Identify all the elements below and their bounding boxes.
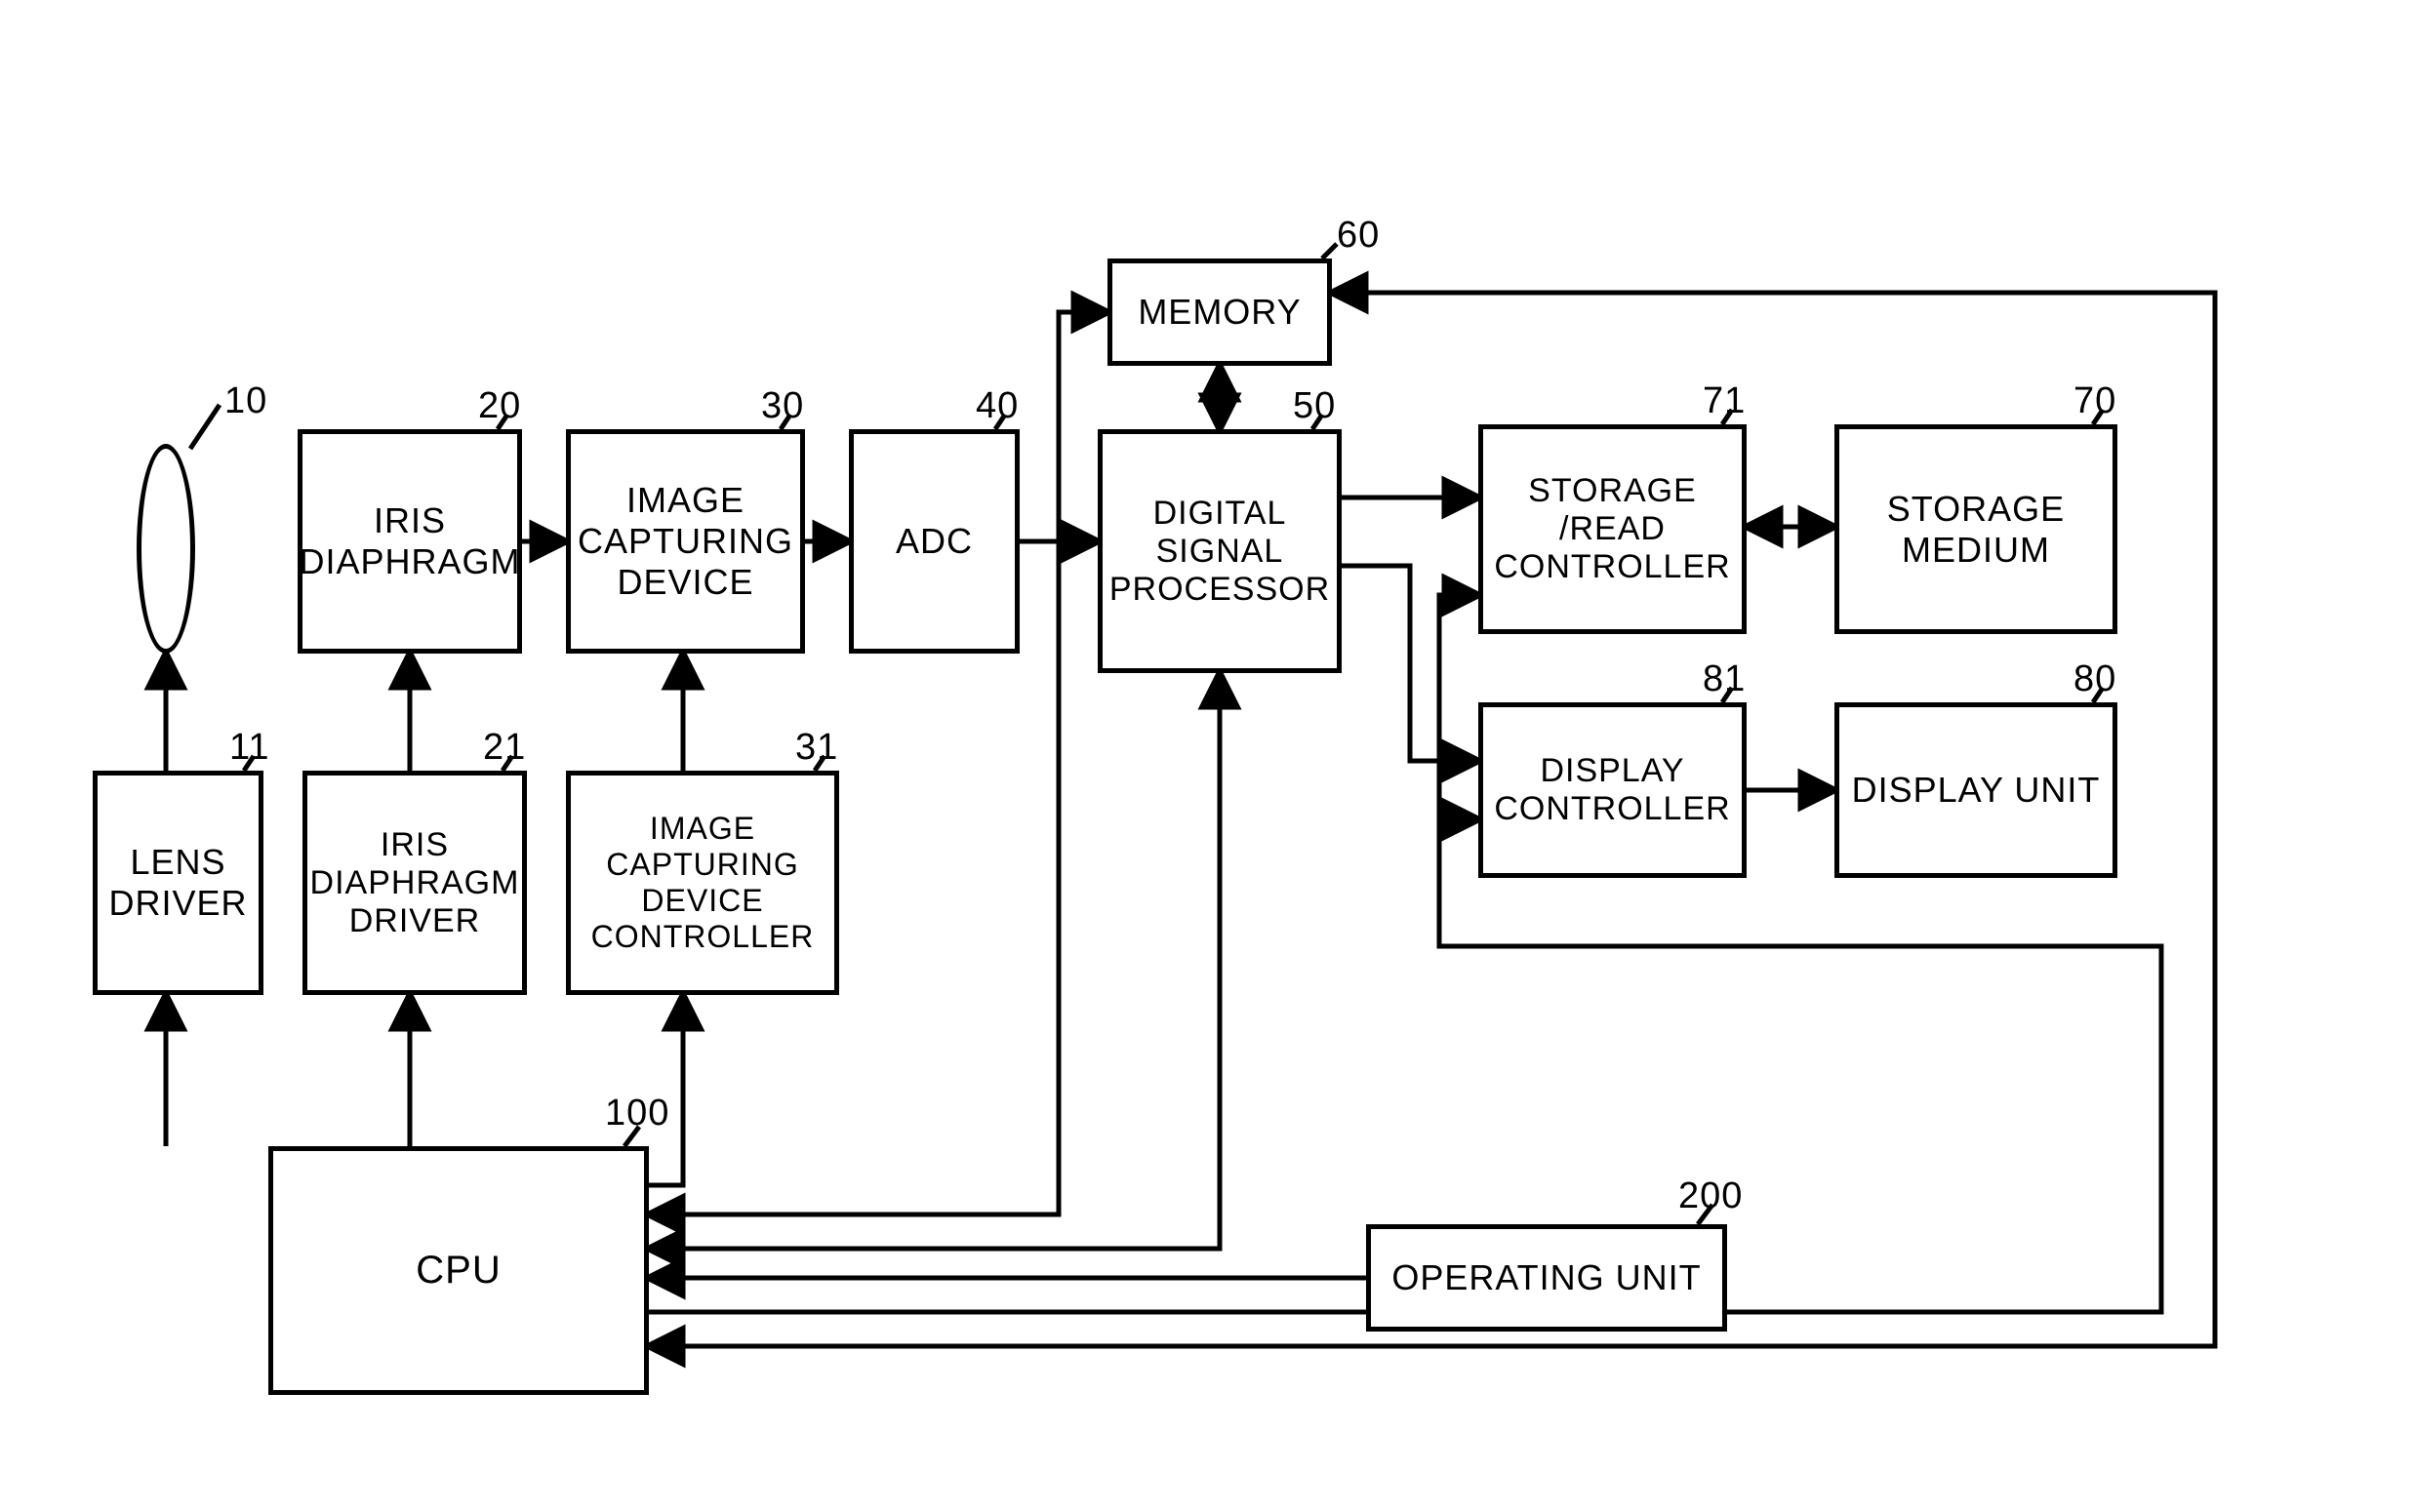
node-capctl: IMAGECAPTURINGDEVICECONTROLLER <box>566 771 839 995</box>
ref-lens: 10 <box>224 380 267 422</box>
node-label: OPERATING UNIT <box>1391 1257 1701 1298</box>
node-label: ADC <box>896 521 973 562</box>
node-dsp: DIGITALSIGNALPROCESSOR <box>1098 429 1342 673</box>
ref-cpu: 100 <box>605 1093 669 1134</box>
ref-lensdrv: 11 <box>229 727 269 769</box>
edge-dsp-to-dispctl <box>1342 566 1478 761</box>
node-storemed: STORAGEMEDIUM <box>1834 424 2117 634</box>
node-label: CPU <box>416 1249 501 1293</box>
node-adc: ADC <box>849 429 1020 654</box>
node-label: DISPLAYCONTROLLER <box>1494 752 1730 828</box>
node-iris: IRISDIAPHRAGM <box>298 429 522 654</box>
node-irisdrv: IRISDIAPHRAGMDRIVER <box>302 771 527 995</box>
node-cpu: CPU <box>268 1146 649 1395</box>
node-lens <box>137 444 195 654</box>
ref-opunit: 200 <box>1678 1175 1743 1217</box>
diagram-canvas: IRISDIAPHRAGM IMAGECAPTURINGDEVICE ADC D… <box>0 0 2415 1512</box>
node-label: DISPLAY UNIT <box>1852 770 2101 811</box>
node-storectl: STORAGE/READCONTROLLER <box>1478 424 1747 634</box>
edge-cpu-to-capctl <box>649 995 683 1185</box>
node-memory: MEMORY <box>1107 259 1332 366</box>
edge-lens-ref-line <box>190 405 220 449</box>
node-dispctl: DISPLAYCONTROLLER <box>1478 702 1747 878</box>
node-label: DIGITALSIGNALPROCESSOR <box>1109 495 1330 609</box>
node-capture: IMAGECAPTURINGDEVICE <box>566 429 805 654</box>
node-lensdrv: LENSDRIVER <box>93 771 263 995</box>
ref-storemed: 70 <box>2073 380 2116 422</box>
ref-dispctl: 81 <box>1703 658 1746 700</box>
ref-storectl: 71 <box>1703 380 1746 422</box>
edge-memory-ref-line <box>1322 244 1337 259</box>
node-label: IRISDIAPHRAGMDRIVER <box>310 826 520 940</box>
ref-dispunit: 80 <box>2073 658 2116 700</box>
node-label: STORAGEMEDIUM <box>1887 489 2065 571</box>
node-label: IRISDIAPHRAGM <box>299 500 520 582</box>
node-label: IMAGECAPTURINGDEVICE <box>578 480 793 603</box>
node-label: LENSDRIVER <box>108 842 247 924</box>
node-label: IMAGECAPTURINGDEVICECONTROLLER <box>591 811 815 955</box>
node-opunit: OPERATING UNIT <box>1366 1224 1727 1332</box>
ref-irisdrv: 21 <box>483 727 526 769</box>
ref-capture: 30 <box>761 385 804 427</box>
ref-memory: 60 <box>1337 215 1380 257</box>
ref-iris: 20 <box>478 385 521 427</box>
ref-dsp: 50 <box>1293 385 1336 427</box>
node-dispunit: DISPLAY UNIT <box>1834 702 2117 878</box>
node-label: STORAGE/READCONTROLLER <box>1494 472 1730 586</box>
ref-capctl: 31 <box>795 727 838 769</box>
node-label: MEMORY <box>1138 292 1301 333</box>
ref-adc: 40 <box>976 385 1019 427</box>
